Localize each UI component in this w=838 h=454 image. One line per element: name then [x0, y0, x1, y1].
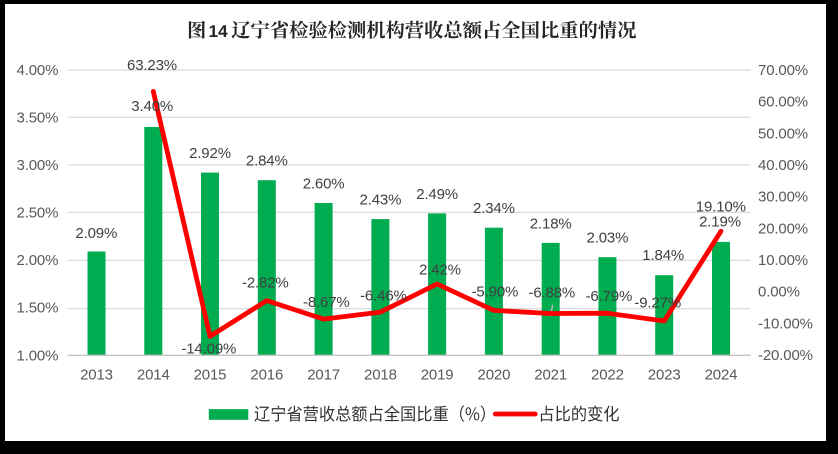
svg-text:50.00%: 50.00% [758, 125, 808, 142]
svg-text:2022: 2022 [591, 366, 624, 383]
svg-text:2015: 2015 [194, 366, 227, 383]
svg-text:2.19%: 2.19% [699, 213, 741, 230]
svg-text:-20.00%: -20.00% [758, 347, 813, 364]
svg-text:-5.90%: -5.90% [472, 284, 519, 301]
svg-text:3.50%: 3.50% [17, 110, 59, 127]
svg-text:40.00%: 40.00% [758, 157, 808, 174]
svg-text:2.00%: 2.00% [17, 252, 59, 269]
svg-text:2.18%: 2.18% [530, 215, 572, 232]
svg-text:2019: 2019 [421, 366, 454, 383]
svg-text:2.43%: 2.43% [360, 192, 402, 209]
svg-text:4.00%: 4.00% [17, 62, 59, 79]
svg-text:2024: 2024 [705, 366, 738, 383]
svg-text:2021: 2021 [534, 366, 567, 383]
svg-text:2.09%: 2.09% [75, 225, 117, 242]
svg-text:0.00%: 0.00% [758, 284, 800, 301]
svg-text:2014: 2014 [137, 366, 170, 383]
svg-text:2.34%: 2.34% [473, 200, 515, 217]
svg-text:-9.27%: -9.27% [634, 295, 681, 312]
svg-text:-6.88%: -6.88% [528, 285, 575, 302]
svg-text:2.84%: 2.84% [246, 153, 288, 170]
svg-text:2016: 2016 [250, 366, 283, 383]
svg-text:2.42%: 2.42% [419, 262, 461, 279]
svg-text:1.84%: 1.84% [642, 247, 684, 264]
svg-text:2.03%: 2.03% [587, 230, 629, 247]
svg-text:2018: 2018 [364, 366, 397, 383]
svg-text:2.50%: 2.50% [17, 205, 59, 222]
svg-text:-14.09%: -14.09% [181, 340, 236, 357]
svg-text:1.50%: 1.50% [17, 300, 59, 317]
svg-text:3.40%: 3.40% [131, 98, 173, 115]
svg-text:3.00%: 3.00% [17, 157, 59, 174]
svg-text:70.00%: 70.00% [758, 62, 808, 79]
svg-text:2.60%: 2.60% [303, 176, 345, 193]
svg-text:10.00%: 10.00% [758, 252, 808, 269]
svg-text:2020: 2020 [478, 366, 511, 383]
svg-text:-10.00%: -10.00% [758, 315, 813, 332]
svg-text:-8.67%: -8.67% [303, 294, 350, 311]
svg-text:30.00%: 30.00% [758, 189, 808, 206]
svg-text:20.00%: 20.00% [758, 220, 808, 237]
svg-text:2.92%: 2.92% [189, 145, 231, 162]
svg-text:60.00%: 60.00% [758, 94, 808, 111]
svg-text:-6.46%: -6.46% [360, 287, 407, 304]
svg-text:2.49%: 2.49% [416, 186, 458, 203]
svg-text:19.10%: 19.10% [696, 199, 746, 216]
svg-text:2017: 2017 [307, 366, 340, 383]
svg-text:2023: 2023 [648, 366, 681, 383]
svg-text:2013: 2013 [80, 366, 113, 383]
svg-text:-6.79%: -6.79% [586, 288, 633, 305]
svg-text:-2.82%: -2.82% [242, 274, 289, 291]
svg-text:1.00%: 1.00% [17, 348, 59, 365]
svg-text:63.23%: 63.23% [127, 57, 177, 74]
